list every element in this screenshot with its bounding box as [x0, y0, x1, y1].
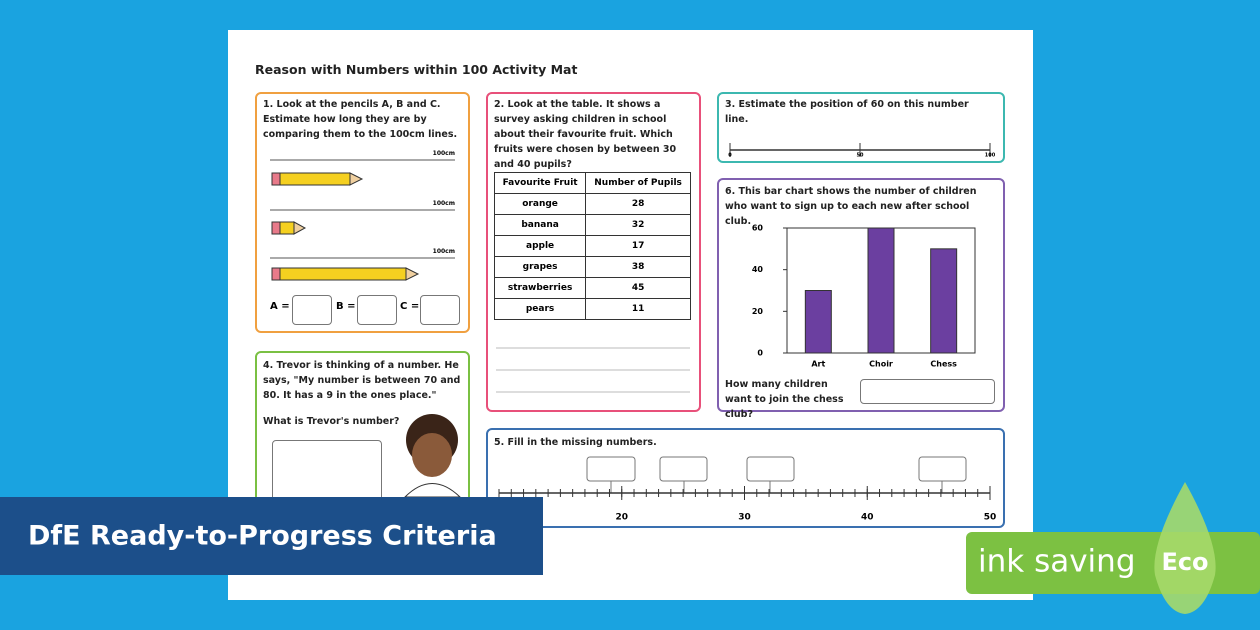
- banner-text: DfE Ready-to-Progress Criteria: [28, 521, 497, 552]
- eco-badge-text: Eco: [1161, 548, 1208, 576]
- eco-label: ink saving: [978, 544, 1136, 580]
- bar: [930, 248, 958, 354]
- x-tick-label: Choir: [869, 360, 893, 369]
- bar: [867, 227, 895, 354]
- answer-box: [860, 379, 995, 404]
- answer-label: A =: [270, 301, 290, 312]
- question-text: 3. Estimate the position of 60 on this n…: [725, 99, 969, 125]
- banner-bg: [0, 497, 543, 575]
- tick-label: 30: [738, 513, 751, 523]
- bar: [804, 290, 832, 354]
- question-panel: [717, 178, 1005, 412]
- reference-label: 100cm: [433, 150, 455, 157]
- question-text: 6. This bar chart shows the number of ch…: [725, 186, 977, 227]
- student-illustration: [403, 414, 462, 498]
- answer-box: [357, 295, 397, 325]
- question-text: What is Trevor's number?: [263, 416, 400, 427]
- question-text: 4. Trevor is thinking of a number. He sa…: [263, 360, 461, 401]
- table-row: apple 17: [493, 235, 691, 257]
- answer-box: [420, 295, 460, 325]
- tick-label: 20: [615, 513, 628, 523]
- tick-label: 50: [857, 153, 864, 159]
- question-text: How many children want to join the chess…: [725, 379, 844, 420]
- missing-number-boxes: [586, 456, 967, 493]
- y-tick-label: 60: [752, 224, 764, 233]
- table-cell: 11: [585, 298, 691, 320]
- table-cell: pears: [493, 298, 587, 320]
- y-tick-label: 40: [752, 265, 764, 274]
- reference-label: 100cm: [433, 200, 455, 207]
- answer-label: C =: [400, 301, 420, 312]
- reference-label: 100cm: [433, 248, 455, 255]
- question-panel: [486, 92, 701, 412]
- pencils: [271, 172, 420, 281]
- y-tick-label: 20: [752, 307, 764, 316]
- tick-label: 40: [861, 513, 874, 523]
- answer-lines: [496, 347, 690, 393]
- answer-label: B =: [336, 301, 356, 312]
- answer-box: [292, 295, 332, 325]
- tick-label: 50: [984, 513, 997, 523]
- table-row: pears 11: [493, 298, 691, 320]
- worksheet-title: Reason with Numbers within 100 Activity …: [255, 62, 578, 77]
- x-tick-label: Chess: [930, 360, 957, 369]
- tick-label: 100: [985, 153, 996, 159]
- question-text: 1. Look at the pencils A, B and C. Estim…: [263, 99, 458, 140]
- table-cell: 17: [585, 235, 691, 257]
- question-panel: [486, 428, 1005, 528]
- tick-label: 0: [728, 153, 732, 159]
- y-tick-label: 0: [757, 349, 763, 358]
- table-row: strawberries 45: [493, 277, 691, 299]
- table-row: Favourite Fruit Number of Pupils: [493, 172, 691, 194]
- table-row: banana 32: [493, 214, 691, 236]
- question-panel: [255, 92, 470, 333]
- question-text: 2. Look at the table. It shows a survey …: [494, 99, 677, 170]
- survey-table: Favourite Fruit Number of Pupils orange 28 b…: [493, 172, 691, 320]
- question-panel: [717, 92, 1005, 163]
- eco-leaf: [1154, 482, 1216, 614]
- question-text: 5. Fill in the missing numbers.: [494, 437, 657, 448]
- x-tick-label: Art: [811, 360, 825, 369]
- table-cell: strawberries: [493, 277, 587, 299]
